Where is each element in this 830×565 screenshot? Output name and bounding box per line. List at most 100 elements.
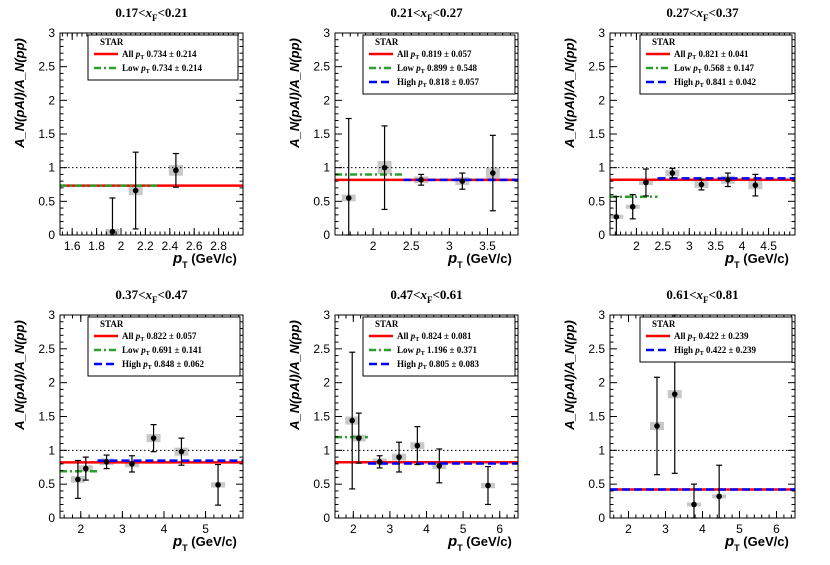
legend-entry-all: All pT 0.734 ± 0.214 <box>122 49 197 61</box>
legend-header: STAR <box>100 37 124 47</box>
y-tick-label: 0.5 <box>313 477 330 491</box>
title-prefix: 0.21< <box>390 5 420 20</box>
data-point <box>436 463 443 469</box>
data-point <box>396 454 402 460</box>
y-tick-label: 2 <box>598 93 605 107</box>
title-suffix: <0.27 <box>433 5 464 20</box>
panel-1: 0.17<xF<0.21 0 0.5 1 1.5 2 2.5 3 1.6 1.8 2 2.2 2.4 2.… <box>12 5 244 270</box>
legend-value: 0.568 ± 0.147 <box>702 63 755 73</box>
legend-value: 0.822 ± 0.057 <box>144 331 197 341</box>
legend-header: STAR <box>375 319 399 329</box>
y-tick-label: 3 <box>598 26 605 40</box>
legend-box <box>639 34 793 95</box>
legend-entry-high: High pT 0.805 ± 0.083 <box>397 359 479 371</box>
legend-pt: p <box>410 49 416 59</box>
legend-value: 0.734 ± 0.214 <box>150 63 203 73</box>
data-point <box>129 461 135 467</box>
x-tick-label: 3 <box>662 522 669 536</box>
y-tick-label: 0.5 <box>38 477 55 491</box>
x-tick-label: 2.8 <box>210 239 227 253</box>
x-label-unit: (GeV/c) <box>740 251 789 266</box>
legend-label: All <box>397 331 411 341</box>
legend-entry-high: High pT 0.841 ± 0.042 <box>674 77 756 89</box>
title-var: x <box>696 5 704 20</box>
y-axis-label: A_N(pAl)/A_N(pp) <box>287 38 302 149</box>
y-tick-label: 0 <box>323 511 330 525</box>
title-suffix: <0.61 <box>433 287 463 302</box>
x-label-unit: (GeV/c) <box>463 251 512 266</box>
data-point <box>698 181 705 188</box>
legend-value: 0.734 ± 0.214 <box>144 49 197 59</box>
x-label-unit: (GeV/c) <box>463 534 512 549</box>
legend-value: 1.196 ± 0.371 <box>425 345 478 355</box>
data-point <box>654 423 660 429</box>
y-axis-label: A_N(pAl)/A_N(pp) <box>12 320 27 431</box>
legend-box <box>362 316 516 377</box>
data-point <box>75 476 81 483</box>
y-tick-label: 3 <box>598 308 605 322</box>
legend-entry-all: All pT 0.824 ± 0.081 <box>397 331 472 343</box>
title-prefix: 0.17< <box>115 5 145 20</box>
x-label-var: p <box>447 533 457 550</box>
title-var: x <box>420 5 428 20</box>
y-axis-label: A_N(pAl)/A_N(pp) <box>562 38 577 149</box>
y-axis-label: A_N(pAl)/A_N(pp) <box>562 320 577 431</box>
legend-value: 0.805 ± 0.083 <box>427 359 480 369</box>
x-axis-label: pT (GeV/c) <box>172 533 237 553</box>
data-point <box>669 170 676 176</box>
x-tick-label: 3 <box>119 522 126 536</box>
title-suffix: <0.81 <box>709 287 739 302</box>
legend-pt: p <box>687 49 693 59</box>
x-label-unit: (GeV/c) <box>188 251 237 266</box>
data-point <box>103 459 110 465</box>
data-point <box>178 448 185 455</box>
x-tick-label: 5 <box>736 522 743 536</box>
y-tick-label: 1.5 <box>38 127 55 141</box>
legend-pt: p <box>140 63 146 73</box>
y-tick-label: 0.5 <box>38 194 55 208</box>
data-point <box>349 417 356 424</box>
data-point <box>376 459 383 465</box>
x-axis-label: pT (GeV/c) <box>447 533 512 553</box>
y-tick-label: 2 <box>48 93 55 107</box>
legend-entry-high: High pT 0.848 ± 0.062 <box>122 359 204 371</box>
y-tick-label: 1.5 <box>313 410 330 424</box>
title-sub: F <box>427 295 433 305</box>
y-tick-label: 0.5 <box>313 194 330 208</box>
y-tick-label: 1 <box>48 161 55 175</box>
data-point <box>752 182 759 188</box>
x-tick-label: 1.6 <box>64 239 81 253</box>
panel-title: 0.47<xF<0.61 <box>390 287 462 305</box>
legend-pt: p <box>692 63 698 73</box>
data-point <box>345 195 352 201</box>
panel-title: 0.61<xF<0.81 <box>666 287 738 305</box>
y-tick-label: 1 <box>323 161 330 175</box>
y-tick-label: 2 <box>323 93 330 107</box>
data-point <box>671 391 678 397</box>
x-label-sub: T <box>457 260 463 270</box>
legend-pt: p <box>142 359 148 369</box>
y-tick-label: 2.5 <box>313 60 330 74</box>
data-point <box>109 228 116 235</box>
legend-label: All <box>397 49 411 59</box>
legend-box <box>87 316 241 377</box>
x-axis-label: pT (GeV/c) <box>447 250 512 270</box>
x-tick-label: 4 <box>739 239 746 253</box>
y-tick-label: 2.5 <box>38 342 55 356</box>
legend-value: 0.819 ± 0.057 <box>419 49 472 59</box>
y-tick-label: 0.5 <box>588 477 605 491</box>
y-tick-label: 1 <box>598 443 605 457</box>
y-tick-label: 1 <box>323 443 330 457</box>
x-tick-label: 2.6 <box>186 239 203 253</box>
data-point <box>643 179 649 186</box>
x-tick-label: 2 <box>370 239 377 253</box>
x-tick-label: 4 <box>699 522 706 536</box>
y-tick-label: 1.5 <box>313 127 330 141</box>
x-label-var: p <box>172 250 182 267</box>
x-tick-label: 2.5 <box>403 239 420 253</box>
data-point <box>725 176 731 183</box>
